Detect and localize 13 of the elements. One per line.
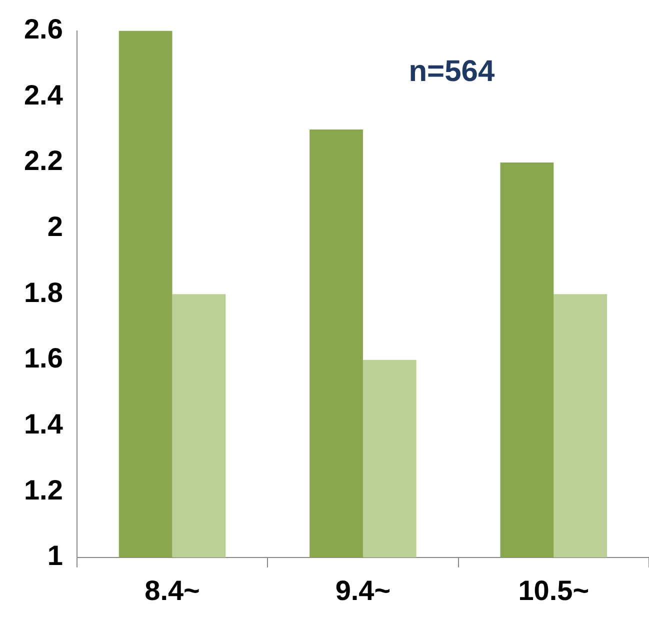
y-tick-label: 2.4 [24,79,64,110]
y-tick-label: 2 [47,210,63,242]
x-tick-label: 10.5~ [518,574,590,606]
y-tick-label: 1.6 [24,342,63,374]
y-tick-label: 1.8 [24,276,63,308]
x-tick-label: 9.4~ [335,574,391,606]
y-tick-label: 1.4 [24,408,64,440]
y-tick-label: 2.6 [24,14,63,45]
x-tick-label: 8.4~ [144,574,200,606]
y-tick-label: 1.2 [24,474,63,506]
y-tick-label: 2.2 [24,145,63,176]
annotation: n=564 [408,55,495,88]
y-tick-label: 1 [47,540,63,572]
